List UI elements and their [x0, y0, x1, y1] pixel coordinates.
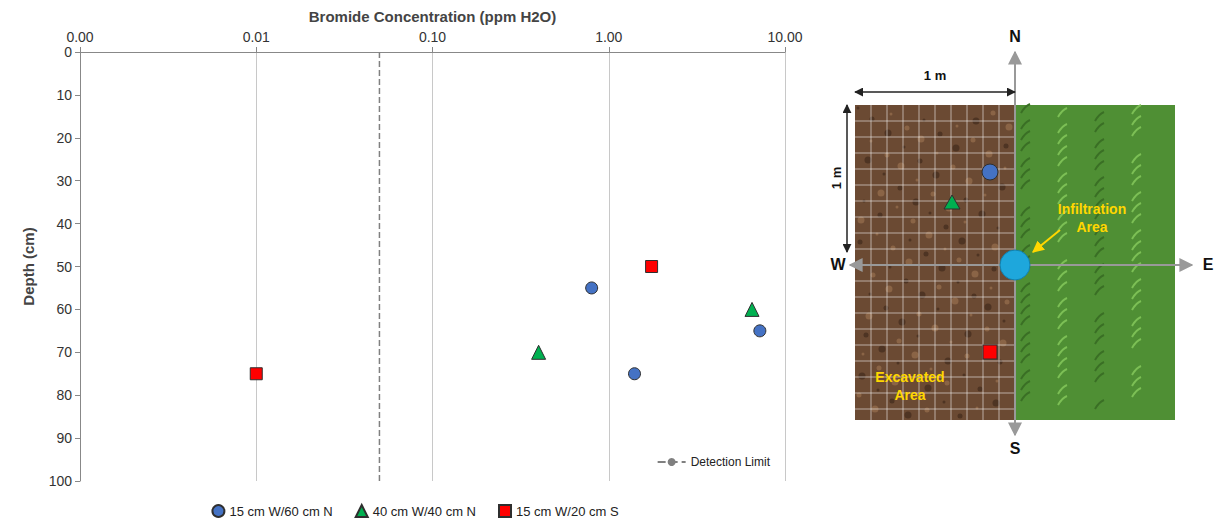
- svg-text:15 cm W/60 cm N: 15 cm W/60 cm N: [229, 504, 332, 519]
- svg-text:90: 90: [56, 430, 72, 446]
- svg-text:0: 0: [64, 44, 72, 60]
- svg-text:80: 80: [56, 387, 72, 403]
- svg-text:E: E: [1203, 256, 1214, 273]
- svg-text:100: 100: [49, 473, 73, 489]
- svg-text:60: 60: [56, 301, 72, 317]
- svg-text:0.00: 0.00: [66, 29, 93, 45]
- svg-text:50: 50: [56, 259, 72, 275]
- svg-text:70: 70: [56, 344, 72, 360]
- svg-text:S: S: [1010, 440, 1021, 457]
- svg-text:0.10: 0.10: [419, 29, 446, 45]
- svg-text:Detection Limit: Detection Limit: [691, 455, 771, 469]
- svg-text:N: N: [1009, 28, 1021, 45]
- svg-text:Infiltration: Infiltration: [1058, 201, 1126, 217]
- svg-text:1.00: 1.00: [595, 29, 622, 45]
- svg-text:Excavated: Excavated: [875, 369, 944, 385]
- svg-text:40: 40: [56, 216, 72, 232]
- svg-text:1 m: 1 m: [830, 167, 844, 189]
- svg-text:10.00: 10.00: [767, 29, 802, 45]
- svg-text:1 m: 1 m: [924, 68, 946, 83]
- svg-text:Depth (cm): Depth (cm): [20, 227, 37, 305]
- svg-text:30: 30: [56, 173, 72, 189]
- svg-text:W: W: [830, 256, 846, 273]
- svg-text:0.01: 0.01: [243, 29, 270, 45]
- svg-text:Area: Area: [1076, 219, 1107, 235]
- svg-text:Area: Area: [894, 387, 925, 403]
- svg-text:Bromide Concentration (ppm H2O: Bromide Concentration (ppm H2O): [309, 8, 557, 25]
- svg-text:20: 20: [56, 130, 72, 146]
- svg-text:10: 10: [56, 87, 72, 103]
- svg-text:15 cm W/20 cm S: 15 cm W/20 cm S: [516, 504, 619, 519]
- svg-text:40 cm W/40 cm N: 40 cm W/40 cm N: [373, 504, 476, 519]
